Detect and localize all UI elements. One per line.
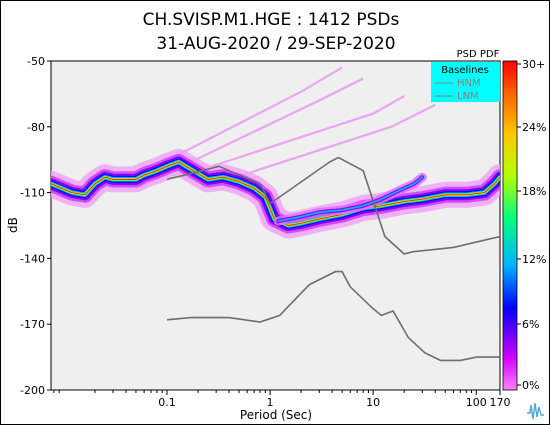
colorbar-tick-label: 30+ [522,58,545,71]
colorbar-tick-label: 0% [522,379,539,392]
chart-title-line1: CH.SVISP.M1.HGE : 1412 PSDs [143,10,400,30]
x-axis-label: Period (Sec) [240,408,312,422]
x-tick-label: 0.1 [158,396,176,409]
x-tick-label: 1 [267,396,274,409]
colorbar-tick-label: 18% [522,185,546,198]
baseline-layer [166,156,500,362]
lnm-curve [166,270,500,362]
axis-layer: -50 -80 -110 -140 -170 -200 0.1 1 10 100 170 [20,55,510,409]
logo-icon [525,397,547,421]
hnm-curve [166,156,500,255]
legend-box [431,62,500,102]
pdf-layer [51,66,500,239]
pdf-band-layer [51,161,500,226]
y-tick-label: -110 [20,187,45,200]
colorbar-tick-label: 12% [522,253,546,266]
legend-title: Baselines [441,65,489,76]
legend-hnm-label: HNM [457,78,481,89]
y-tick-label: -50 [27,55,45,68]
x-tick-label: 170 [490,396,511,409]
legend-lnm-label: LNM [457,91,479,102]
y-axis-label: dB [6,217,20,233]
pdf-upper-band-layer [277,176,424,222]
chart-title-line2: 31-AUG-2020 / 29-SEP-2020 [156,34,395,54]
colorbar-title: PSD PDF [457,49,500,60]
y-tick-label: -170 [20,318,45,331]
legend: Baselines HNM LNM [431,62,500,102]
colorbar [502,60,518,391]
pdf-diagonal-line [228,103,436,181]
y-tick-label: -80 [27,121,45,134]
colorbar-tick-label: 24% [522,121,546,134]
colorbar-tick-label: 6% [522,318,539,331]
y-tick-label: -140 [20,252,45,265]
pdf-diagonal-line [197,95,405,172]
y-tick-label: -200 [20,384,45,397]
colorbar-ticks: 30+ 24% 18% 12% 6% 0% [517,58,546,392]
x-tick-label: 10 [366,396,380,409]
x-tick-label: 100 [466,396,487,409]
